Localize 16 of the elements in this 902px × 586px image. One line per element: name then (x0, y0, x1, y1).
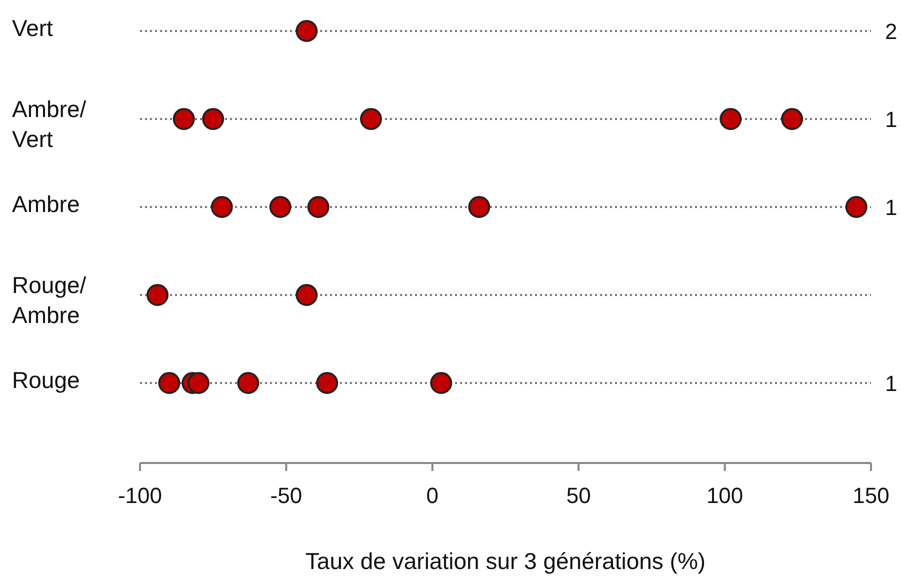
x-tick-label: 100 (706, 483, 744, 508)
x-axis-title: Taux de variation sur 3 générations (%) (305, 548, 706, 574)
y-tick-label: Rouge (12, 367, 80, 393)
x-tick-label: 0 (426, 483, 439, 508)
y-tick-label: Ambre/Vert (12, 96, 87, 152)
y-tick-label: Ambre (12, 191, 80, 217)
y2-tick-label: 1 (885, 195, 898, 220)
y-tick-label: Rouge/Ambre (12, 272, 87, 328)
y2-tick-label: 1 (885, 371, 898, 396)
y2-tick-label: 2 (885, 19, 898, 44)
x-tick-label: -100 (118, 483, 162, 508)
x-tick-label: -50 (270, 483, 302, 508)
x-tick-label: 150 (852, 483, 890, 508)
y2-tick-label: 1 (885, 107, 898, 132)
y-tick-label: Vert (12, 15, 54, 41)
x-tick-label: 50 (566, 483, 591, 508)
